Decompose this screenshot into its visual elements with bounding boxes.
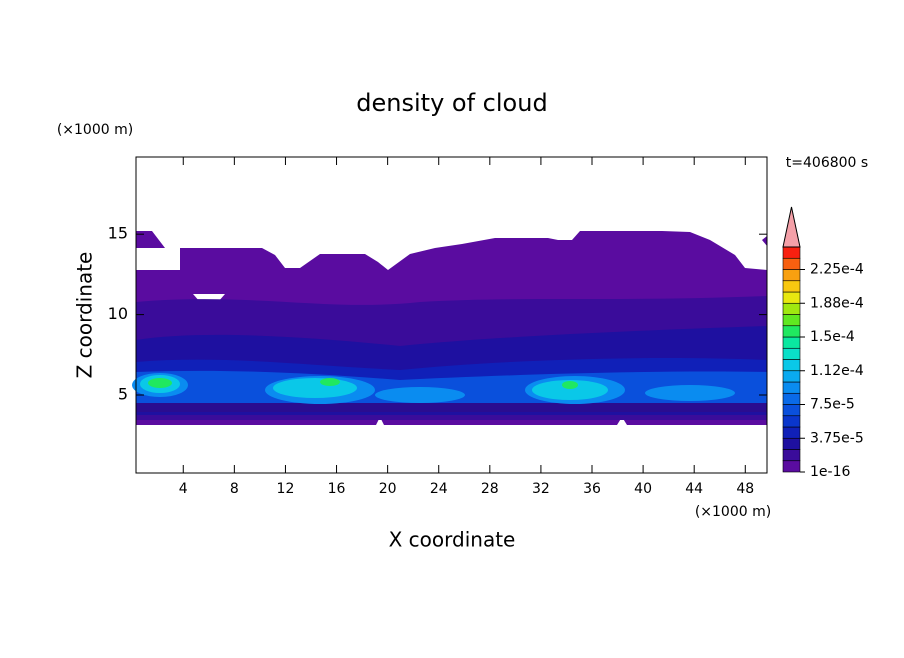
colorbar-box — [782, 415, 801, 428]
colorbar-tick-label: 1.5e-4 — [810, 329, 855, 345]
colorbar-tick-label: 1.88e-4 — [810, 295, 864, 311]
x-tick-label: 32 — [532, 481, 550, 497]
colorbar-tick-label: 7.5e-5 — [810, 397, 855, 413]
colorbar-box — [782, 269, 801, 282]
colorbar-tick-label: 1e-16 — [810, 464, 850, 480]
x-axis-label: X coordinate — [389, 528, 516, 552]
x-tick-label: 48 — [736, 481, 754, 497]
x-tick-label: 20 — [379, 481, 397, 497]
x-tick-label: 24 — [430, 481, 448, 497]
x-tick-label: 36 — [583, 481, 601, 497]
colorbar-box — [782, 392, 801, 405]
y-tick-label: 15 — [108, 224, 128, 243]
contour-blob — [320, 378, 340, 386]
chart-title: density of cloud — [356, 89, 547, 117]
colorbar-box — [782, 246, 801, 259]
contour-band — [136, 403, 767, 412]
colorbar-box — [782, 449, 801, 462]
contour-blob — [562, 381, 578, 389]
y-tick-label: 5 — [118, 385, 128, 404]
x-unit: (×1000 m) — [695, 504, 771, 520]
colorbar-box — [782, 404, 801, 417]
colorbar-box — [782, 314, 801, 327]
colorbar-box — [782, 359, 801, 372]
colorbar-box — [782, 426, 801, 439]
colorbar: 1e-16 3.75e-5 7.5e-5 1.12e-4 1.5e-4 1.88e-4 2.… — [782, 206, 864, 480]
colorbar-box — [782, 291, 801, 304]
colorbar-box — [782, 437, 801, 450]
x-tick-label: 44 — [685, 481, 703, 497]
y-axis-label: Z coordinate — [73, 252, 97, 379]
contour-blob — [645, 385, 735, 401]
contour-blob — [273, 378, 357, 398]
x-tick-label: 12 — [277, 481, 295, 497]
contour-band — [762, 236, 767, 246]
x-tick-label: 28 — [481, 481, 499, 497]
y-tick-label: 10 — [108, 304, 128, 323]
contour-field — [132, 231, 767, 425]
colorbar-box — [782, 325, 801, 338]
colorbar-box — [782, 370, 801, 383]
contour-blob — [375, 387, 465, 403]
x-tick-label: 8 — [230, 481, 239, 497]
colorbar-box — [782, 381, 801, 394]
colorbar-extend — [782, 206, 801, 248]
x-tick-label: 40 — [634, 481, 652, 497]
colorbar-box — [782, 347, 801, 360]
colorbar-tick-label: 1.12e-4 — [810, 363, 864, 379]
colorbar-box — [782, 460, 801, 473]
colorbar-tick-label: 3.75e-5 — [810, 430, 864, 446]
colorbar-box — [782, 280, 801, 293]
colorbar-box — [782, 257, 801, 270]
colorbar-tick-label: 2.25e-4 — [810, 262, 864, 278]
x-tick-label: 16 — [328, 481, 346, 497]
x-tick-label: 4 — [179, 481, 188, 497]
colorbar-box — [782, 302, 801, 315]
contour-blob — [148, 378, 172, 388]
contour-blob — [532, 380, 608, 400]
y-unit: (×1000 m) — [57, 122, 133, 138]
time-label: t=406800 s — [786, 155, 868, 171]
colorbar-box — [782, 336, 801, 349]
